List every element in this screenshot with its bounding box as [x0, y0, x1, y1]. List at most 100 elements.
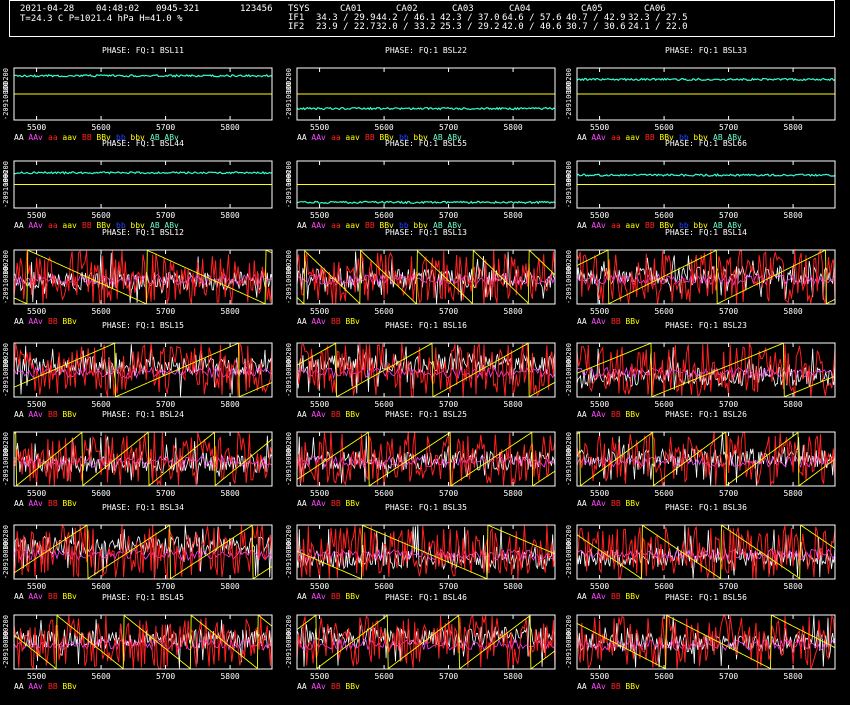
- x-tick-label: 5700: [719, 123, 738, 132]
- legend-item: AB: [713, 133, 723, 142]
- plot-series: [297, 432, 555, 486]
- legend-item: BB: [48, 682, 58, 691]
- y-axis-label: -20910000: [565, 359, 573, 397]
- legend-item: BB: [611, 592, 621, 601]
- phase-panel: PHASE: FQ:1 BSL23 -20910000 100200 5500 5600…: [565, 321, 850, 433]
- phase-trace: [577, 432, 835, 486]
- plot-series: [14, 525, 272, 579]
- legend-item: BBv: [379, 133, 394, 142]
- legend-item: AAv: [28, 410, 43, 419]
- plot-series: [577, 173, 835, 185]
- phase-trace: [577, 548, 835, 562]
- phase-panel: PHASE: FQ:1 BSL14 -20910000 100200 5500 5600…: [565, 228, 850, 340]
- y-axis-label: 100200: [285, 615, 293, 640]
- tsys-value: 32.3 / 27.5: [628, 13, 688, 23]
- panel-title: PHASE: FQ:1 BSL33: [665, 46, 747, 55]
- legend-item: AA: [577, 499, 587, 508]
- legend-item: AA: [14, 133, 24, 142]
- plot-frame: [296, 614, 556, 670]
- x-tick-label: 5700: [719, 400, 738, 409]
- x-tick-label: 5800: [220, 489, 239, 498]
- legend-item: AA: [577, 592, 587, 601]
- legend-item: AA: [14, 317, 24, 326]
- phase-trace: [14, 273, 272, 287]
- x-tick-label: 5600: [91, 582, 110, 591]
- phase-trace: [577, 615, 835, 669]
- phase-panel: PHASE: FQ:1 BSL25 -20910000 100200 5500 5600…: [285, 410, 572, 522]
- y-axis-label: -20910000: [565, 266, 573, 304]
- x-tick-label: 5800: [220, 672, 239, 681]
- plot-frame: [13, 249, 273, 305]
- antenna-label: CA04: [509, 4, 531, 14]
- legend-item: AAv: [28, 221, 43, 230]
- x-tick-label: 5600: [91, 672, 110, 681]
- phase-trace: [577, 432, 835, 486]
- phase-trace: [297, 525, 555, 579]
- legend-item: AB: [150, 221, 160, 230]
- antenna-label: CA01: [340, 4, 362, 14]
- legend-item: AAv: [311, 410, 326, 419]
- phase-trace: [14, 343, 272, 397]
- legend-item: AB: [433, 221, 443, 230]
- x-tick-label: 5600: [91, 307, 110, 316]
- plot-series: [297, 184, 555, 205]
- x-tick-label: 5600: [91, 489, 110, 498]
- antenna-label: CA02: [396, 4, 418, 14]
- legend-item: AA: [14, 499, 24, 508]
- legend-item: bbv: [130, 221, 145, 230]
- x-tick-label: 5500: [310, 672, 329, 681]
- plot-frame: [13, 67, 273, 121]
- x-tick-label: 5700: [156, 123, 175, 132]
- legend-item: ABv: [727, 221, 742, 230]
- plot-series: [577, 525, 835, 579]
- x-tick-label: 5500: [27, 123, 46, 132]
- phase-trace: [14, 432, 272, 486]
- legend-item: AA: [577, 410, 587, 419]
- y-axis-label: 100200: [2, 250, 10, 275]
- phase-trace: [297, 432, 555, 486]
- phase-panel: PHASE: FQ:1 BSL33 -20910000 100200 5500 5600…: [565, 46, 850, 156]
- legend-item: BB: [611, 410, 621, 419]
- legend-item: BBv: [345, 499, 360, 508]
- phase-trace: [297, 343, 555, 397]
- x-tick-label: 5600: [91, 123, 110, 132]
- phase-trace: [297, 432, 555, 486]
- y-axis-label: 100200: [565, 525, 573, 550]
- legend-item: AA: [14, 221, 24, 230]
- phase-trace: [297, 200, 555, 205]
- x-tick-label: 5600: [374, 672, 393, 681]
- x-tick-label: 5700: [439, 582, 458, 591]
- x-tick-label: 5500: [590, 489, 609, 498]
- x-tick-label: 5600: [374, 123, 393, 132]
- plot-frame: [296, 249, 556, 305]
- phase-trace: [577, 250, 835, 304]
- x-tick-label: 5800: [220, 211, 239, 220]
- y-axis-label: 100200: [285, 432, 293, 457]
- phase-trace: [577, 615, 835, 669]
- legend-item: AAv: [311, 221, 326, 230]
- phase-trace: [297, 106, 555, 111]
- phase-trace: [14, 170, 272, 175]
- antenna-label: CA05: [581, 4, 603, 14]
- phase-trace: [577, 343, 835, 397]
- plot-frame: [576, 67, 836, 121]
- y-axis-label: 100200: [565, 615, 573, 640]
- phase-trace: [577, 343, 835, 397]
- plot-series: [14, 343, 272, 397]
- legend-item: BB: [48, 410, 58, 419]
- x-tick-label: 5500: [310, 211, 329, 220]
- plot-frame: [296, 67, 556, 121]
- x-tick-label: 5800: [783, 307, 802, 316]
- legend-item: BB: [331, 682, 341, 691]
- legend-item: AAv: [591, 682, 606, 691]
- phase-trace: [297, 615, 555, 669]
- legend-item: BB: [82, 133, 92, 142]
- legend-item: BBv: [96, 221, 111, 230]
- x-tick-label: 5600: [374, 582, 393, 591]
